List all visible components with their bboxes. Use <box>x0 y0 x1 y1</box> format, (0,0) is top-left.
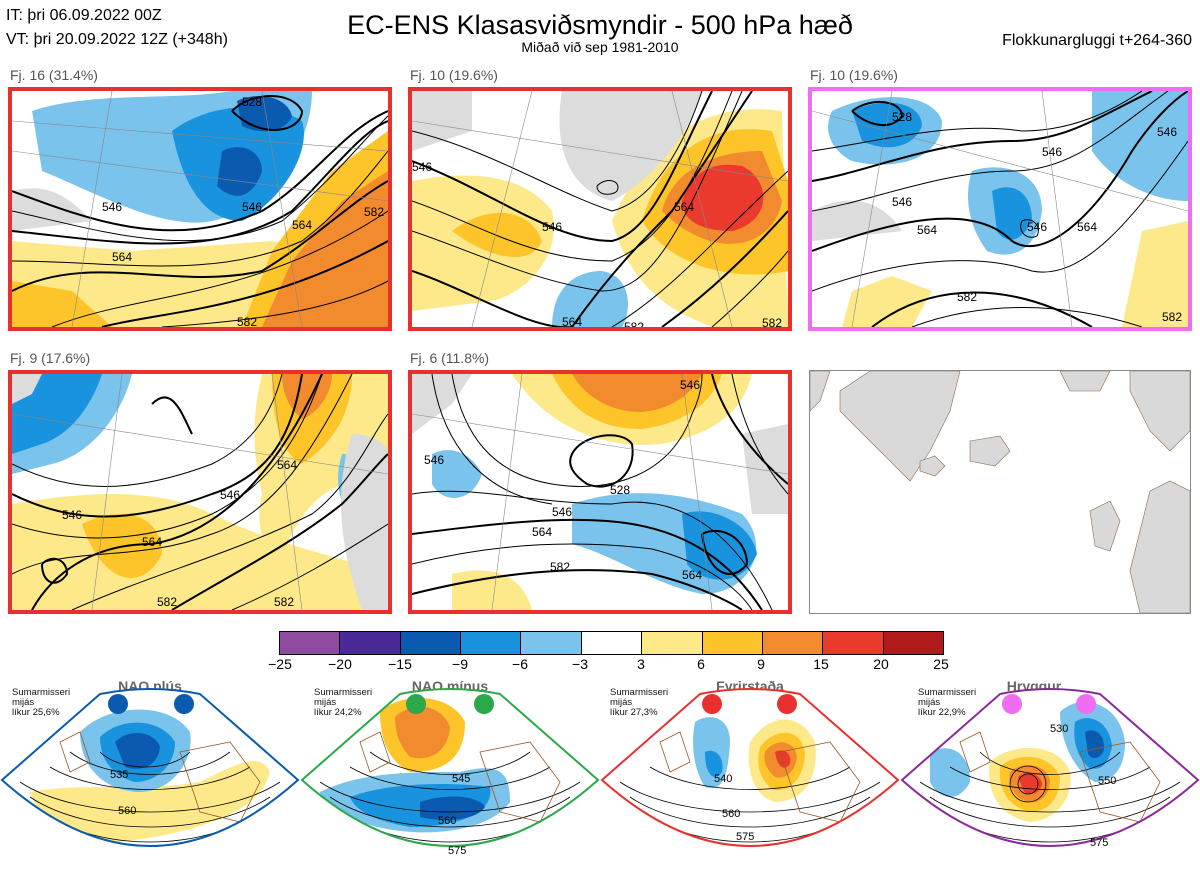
contour-label: 582 <box>957 290 977 304</box>
colorbar-swatch <box>762 632 824 654</box>
colorbar-swatch <box>883 632 943 654</box>
contour-label: 564 <box>277 458 297 472</box>
cluster-4-label: Fj. 9 (17.6%) <box>10 350 91 366</box>
colorbar-swatch <box>461 632 522 654</box>
colorbar-swatch <box>400 632 462 654</box>
contour-label: 545 <box>452 773 470 785</box>
contour-label: 530 <box>1050 723 1068 735</box>
contour-label: 546 <box>424 453 444 467</box>
contour-label: 560 <box>438 815 456 827</box>
contour-label: 582 <box>157 595 177 609</box>
cluster-1-label: Fj. 16 (31.4%) <box>10 67 98 83</box>
cluster-3-label: Fj. 10 (19.6%) <box>810 67 898 83</box>
valid-time: VT: þri 20.09.2022 12Z (+348h) <box>6 31 228 48</box>
regime-ridge: Sumarmisseri mijás líkur 22,9% Hryggur <box>900 672 1200 871</box>
cluster-2-label: Fj. 10 (19.6%) <box>410 67 498 83</box>
contour-label: 546 <box>102 200 122 214</box>
colorbar-swatch <box>581 632 643 654</box>
colorbar-swatch <box>340 632 401 654</box>
colorbar-tick: −9 <box>452 656 468 672</box>
base-map <box>809 370 1191 614</box>
contour-label: 582 <box>550 560 570 574</box>
colorbar-tick: −15 <box>388 656 412 672</box>
contour-label: 582 <box>1162 310 1182 324</box>
colorbar-tick: −20 <box>328 656 352 672</box>
contour-label: 582 <box>624 320 644 327</box>
contour-label: 564 <box>562 315 582 327</box>
colorbar-tick: 20 <box>873 656 889 672</box>
contour-label: 564 <box>142 535 162 549</box>
contour-label: 528 <box>242 95 262 109</box>
contour-label: 546 <box>892 195 912 209</box>
cluster-2-map: 546 564 546 564 582 582 <box>408 87 792 331</box>
contour-label: 575 <box>448 845 466 857</box>
contour-label: 528 <box>610 483 630 497</box>
cluster-1-map: 528 546 564 582 582 546 564 <box>8 87 392 331</box>
regime-nao-minus: Sumarmisseri mijás líkur 24,2% NAO mínus 5… <box>300 672 600 871</box>
contour-label: 546 <box>680 378 700 392</box>
contour-label: 546 <box>552 505 572 519</box>
cluster-4-map: 546 564 546 564 582 582 <box>8 370 392 614</box>
contour-label: 564 <box>674 200 694 214</box>
regime-info: Sumarmisseri mijás líkur 25,6% <box>12 687 71 718</box>
regime-blocking: Sumarmisseri mijás líkur 27,3% Fyrirstaða … <box>600 672 900 871</box>
contour-label: 582 <box>274 595 294 609</box>
cluster-3-map: 528 546 546 564 546 564 582 582 546 <box>808 87 1192 331</box>
contour-label: 546 <box>542 220 562 234</box>
colorbar <box>279 631 944 655</box>
colorbar-swatch <box>521 632 582 654</box>
page-title: EC-ENS Klasasviðsmyndir - 500 hPa hæð <box>347 10 853 40</box>
contour-label: 528 <box>892 110 912 124</box>
colorbar-tick: −25 <box>268 656 292 672</box>
colorbar-tick: 15 <box>813 656 829 672</box>
regime-info: Sumarmisseri mijás líkur 24,2% <box>314 687 373 718</box>
contour-label: 564 <box>1077 220 1097 234</box>
contour-label: 540 <box>714 773 732 785</box>
colorbar-tick: 9 <box>757 656 765 672</box>
contour-label: 564 <box>682 568 702 582</box>
colorbar-tick: −3 <box>572 656 588 672</box>
colorbar-swatch <box>280 632 341 654</box>
colorbar-tick: 3 <box>637 656 645 672</box>
contour-label: 550 <box>1098 775 1116 787</box>
cluster-5-map: 546 528 546 564 582 564 546 <box>408 370 792 614</box>
contour-label: 582 <box>364 205 384 219</box>
classification-window: Flokkunargluggi t+264-360 <box>1002 32 1192 49</box>
contour-label: 564 <box>532 525 552 539</box>
colorbar-swatch <box>702 632 763 654</box>
colorbar-swatch <box>642 632 703 654</box>
regime-info: Sumarmisseri mijás líkur 22,9% <box>918 687 977 718</box>
contour-label: 582 <box>237 315 257 327</box>
regime-info: Sumarmisseri mijás líkur 27,3% <box>610 687 669 718</box>
colorbar-swatch <box>823 632 884 654</box>
regime-nao-plus: Sumarmisseri mijás líkur 25,6% NAO plús 53… <box>0 672 300 871</box>
colorbar-tick: 6 <box>697 656 705 672</box>
init-time: IT: þri 06.09.2022 00Z <box>6 7 162 24</box>
contour-label: 575 <box>736 831 754 843</box>
contour-label: 546 <box>1042 145 1062 159</box>
colorbar-tick: −6 <box>512 656 528 672</box>
cluster-5-label: Fj. 6 (11.8%) <box>410 350 490 366</box>
contour-label: 575 <box>1090 837 1108 849</box>
contour-label: 546 <box>220 488 240 502</box>
contour-label: 546 <box>412 160 432 174</box>
contour-label: 564 <box>112 250 132 264</box>
climatology-subtitle: Miðað við sep 1981-2010 <box>521 39 679 55</box>
contour-label: 535 <box>110 769 128 781</box>
contour-label: 546 <box>242 200 262 214</box>
contour-label: 582 <box>762 316 782 327</box>
contour-label: 564 <box>917 223 937 237</box>
contour-label: 546 <box>1027 220 1047 234</box>
colorbar-tick: 25 <box>933 656 949 672</box>
contour-label: 564 <box>292 218 312 232</box>
contour-label: 546 <box>62 508 82 522</box>
contour-label: 560 <box>118 805 136 817</box>
contour-label: 560 <box>722 808 740 820</box>
contour-label: 546 <box>1157 125 1177 139</box>
